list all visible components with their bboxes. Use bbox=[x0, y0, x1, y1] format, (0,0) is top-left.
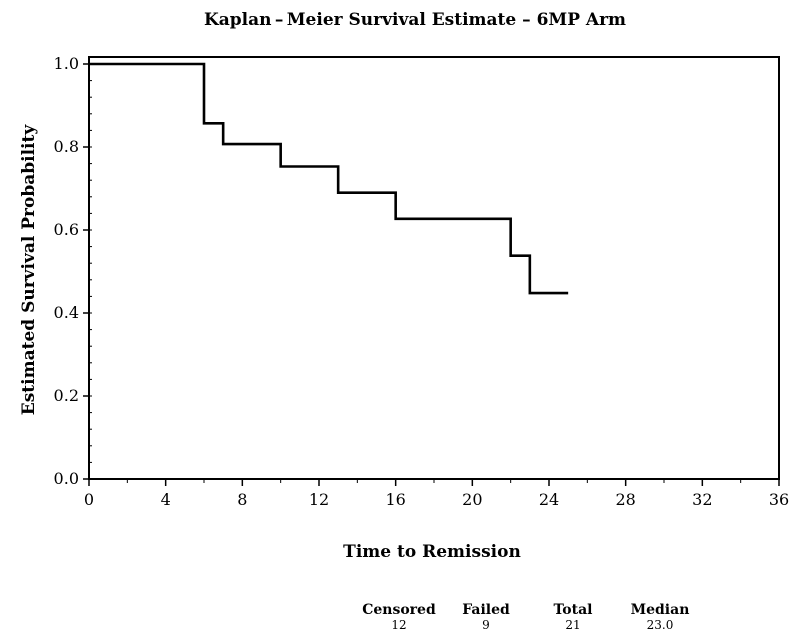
y-axis-label: Estimated Survival Probability bbox=[19, 124, 39, 416]
chart-title: Kaplan – Meier Survival Estimate – 6MP A… bbox=[204, 10, 626, 30]
x-tick-label: 28 bbox=[615, 490, 635, 509]
summary-value: 21 bbox=[565, 618, 580, 632]
summary-header: Total bbox=[553, 602, 592, 618]
y-tick-label: 1.0 bbox=[54, 54, 79, 73]
x-tick-label: 0 bbox=[84, 490, 94, 509]
y-tick-label: 0.4 bbox=[54, 303, 79, 322]
summary-header: Censored bbox=[362, 602, 436, 618]
x-axis-label: Time to Remission bbox=[343, 542, 521, 562]
survival-step-line bbox=[89, 62, 569, 295]
x-tick-label: 32 bbox=[692, 490, 712, 509]
summary-value: 12 bbox=[391, 618, 406, 632]
survival-curve-layer bbox=[89, 62, 569, 295]
summary-value: 9 bbox=[482, 618, 490, 632]
y-tick-label: 0.8 bbox=[54, 137, 79, 156]
y-tick-label: 0.2 bbox=[54, 386, 79, 405]
y-tick-label: 0.0 bbox=[54, 469, 79, 488]
x-tick-label: 4 bbox=[161, 490, 171, 509]
x-tick-label: 36 bbox=[769, 490, 789, 509]
summary-header: Failed bbox=[462, 602, 510, 618]
plot-frame bbox=[88, 56, 780, 480]
summary-value: 23.0 bbox=[647, 618, 674, 632]
x-tick-label: 20 bbox=[462, 490, 482, 509]
x-tick-label: 24 bbox=[539, 490, 559, 509]
summary-table: Censored Failed Total Median 12 9 21 23.0 bbox=[362, 602, 689, 632]
summary-header: Median bbox=[631, 602, 690, 618]
y-tick-label: 0.6 bbox=[54, 220, 79, 239]
x-tick-label: 8 bbox=[237, 490, 247, 509]
x-axis-ticks: 0 4 8 12 16 20 24 28 32 36 bbox=[84, 479, 789, 509]
y-axis-ticks: 0.0 0.2 0.4 0.6 0.8 1.0 bbox=[54, 54, 92, 488]
x-tick-label: 12 bbox=[309, 490, 329, 509]
x-tick-label: 16 bbox=[385, 490, 405, 509]
